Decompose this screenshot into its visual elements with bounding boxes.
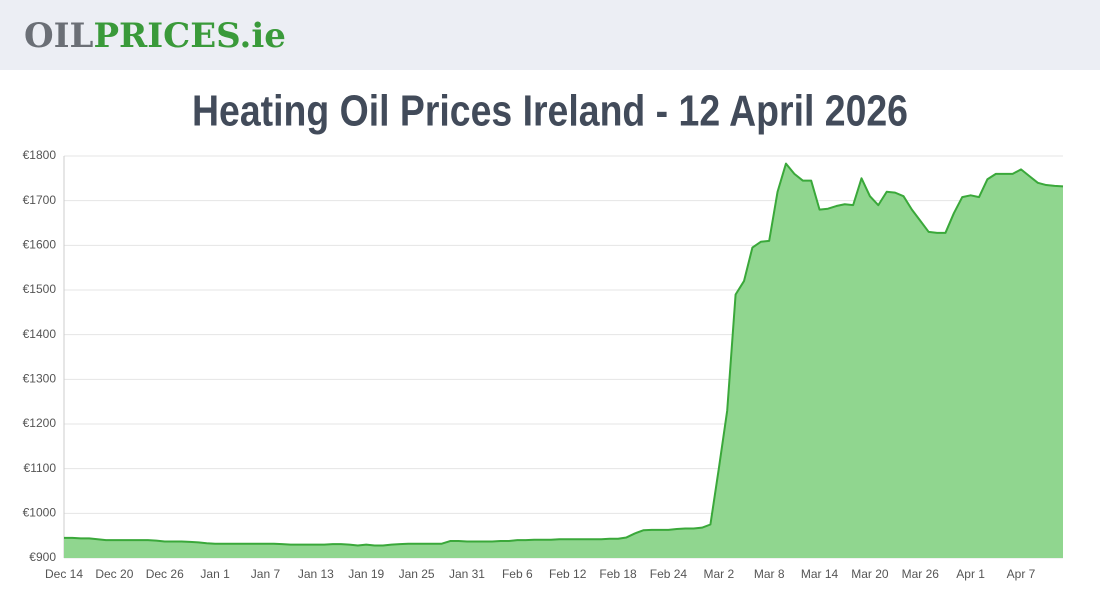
y-tick-label: €1400 <box>23 327 57 341</box>
x-tick-label: Feb 6 <box>502 567 533 581</box>
x-tick-label: Dec 14 <box>45 567 83 581</box>
y-tick-label: €1500 <box>23 282 57 296</box>
x-tick-label: Mar 2 <box>703 567 734 581</box>
y-tick-label: €1700 <box>23 193 57 207</box>
chart-title: Heating Oil Prices Ireland - 12 April 20… <box>192 87 908 136</box>
logo-part: PRICES.ie <box>93 16 285 56</box>
x-tick-label: Jan 1 <box>200 567 230 581</box>
y-tick-label: €1300 <box>23 372 57 386</box>
y-tick-label: €1100 <box>24 461 57 475</box>
y-tick-label: €1800 <box>23 148 57 162</box>
logo-part: OIL <box>24 16 94 56</box>
x-tick-label: Mar 20 <box>851 567 889 581</box>
x-tick-label: Feb 12 <box>549 567 587 581</box>
x-tick-label: Apr 7 <box>1007 567 1036 581</box>
y-tick-label: €1600 <box>23 238 57 252</box>
x-tick-label: Apr 1 <box>956 567 985 581</box>
y-tick-label: €1000 <box>23 506 57 520</box>
y-tick-label: €1200 <box>23 416 57 430</box>
x-tick-label: Jan 25 <box>399 567 435 581</box>
line <box>64 162 1064 547</box>
header-bar <box>0 0 1100 70</box>
x-tick-label: Dec 20 <box>95 567 133 581</box>
x-tick-label: Feb 18 <box>599 567 637 581</box>
logo[interactable]: OILPRICES.ie <box>24 16 286 56</box>
x-tick-label: Jan 31 <box>449 567 485 581</box>
x-tick-label: Dec 26 <box>146 567 184 581</box>
x-tick-label: Jan 19 <box>348 567 384 581</box>
x-tick-label: Mar 8 <box>754 567 785 581</box>
x-tick-label: Feb 24 <box>650 567 688 581</box>
x-tick-label: Jan 7 <box>251 567 281 581</box>
x-tick-label: Mar 14 <box>801 567 839 581</box>
x-tick-label: Mar 26 <box>902 567 940 581</box>
x-tick-label: Jan 13 <box>298 567 334 581</box>
y-tick-label: €900 <box>29 550 56 564</box>
area <box>64 163 1063 558</box>
